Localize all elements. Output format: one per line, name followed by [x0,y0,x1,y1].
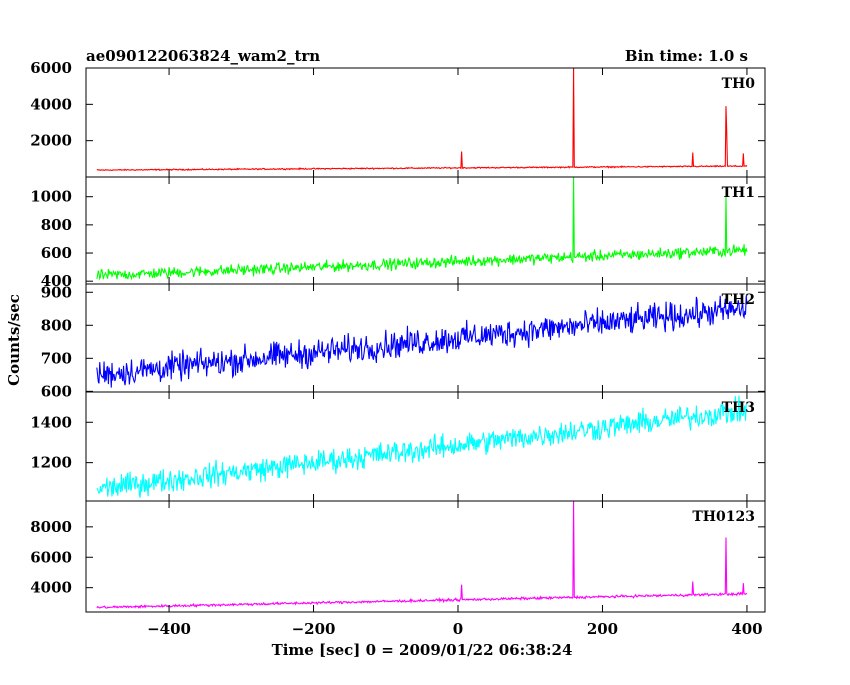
y-tick-label: 800 [41,216,72,234]
y-tick-label: 1200 [30,454,72,472]
panel-frame [85,67,766,178]
panel-th0: 2000 4000 6000 TH0 [30,59,766,178]
y-tick-label: 600 [41,244,72,262]
panel-label-th1: TH1 [722,185,755,201]
panel-frame [85,176,766,285]
series-line-th3 [96,395,748,498]
y-tick-label: 6000 [30,59,72,77]
panel-label-th0: TH0 [722,76,756,92]
y-tick-label: 6000 [30,548,72,566]
series-line-th0 [96,67,748,172]
y-tick-label: 700 [41,349,72,367]
panel-th0123: 4000 6000 8000 TH0123 [30,500,766,613]
series-line-th0123 [96,500,748,609]
series-line-th2 [96,295,748,388]
y-tick-label: 400 [41,272,72,290]
panels-group: 2000 4000 6000 TH0 400 600 800 1000 TH1 600 700 800… [30,59,766,613]
y-tick-label: 4000 [30,95,72,113]
panel-label-th2: TH2 [722,292,755,308]
y-tick-label: 1400 [30,413,72,431]
y-tick-label: 2000 [30,132,72,150]
panel-frame [85,391,766,502]
x-tick-label: 200 [587,620,618,638]
y-tick-label: 4000 [30,579,72,597]
x-tick-label: 0 [453,620,463,638]
series-line-th1 [96,176,748,281]
y-tick-label: 900 [41,283,72,301]
chart-title: ae090122063824_wam2_trn [86,47,320,65]
y-axis-title: Counts/sec [5,294,23,386]
panel-th1: 400 600 800 1000 TH1 [30,176,766,290]
y-tick-label: 8000 [30,518,72,536]
bin-time-label: Bin time: 1.0 s [625,47,748,65]
panel-label-th3: TH3 [722,400,755,416]
x-axis-group: −400 −200 0 200 400 [147,620,762,638]
x-tick-label: −200 [292,620,336,638]
y-tick-label: 600 [41,382,72,400]
x-axis-title: Time [sec] 0 = 2009/01/22 06:38:24 [272,641,573,659]
x-tick-label: 400 [731,620,762,638]
y-tick-label: 1000 [30,188,72,206]
panel-th3: 1200 1400 TH3 [30,391,766,502]
panel-frame [85,500,766,613]
y-tick-label: 800 [41,316,72,334]
panel-label-th0123: TH0123 [692,509,755,525]
x-tick-label: −400 [147,620,191,638]
panel-th2: 600 700 800 900 TH2 [41,283,766,400]
